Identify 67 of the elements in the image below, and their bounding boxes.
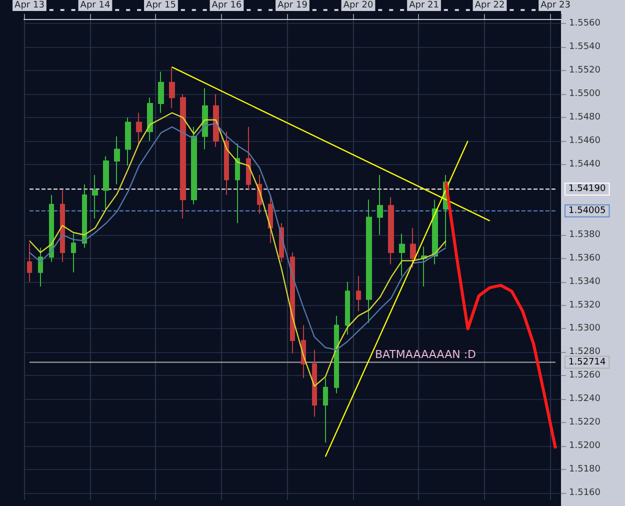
candlestick xyxy=(377,174,383,236)
x-tick-label: Apr 15 xyxy=(146,0,176,10)
ref-line-label: 1.52714 xyxy=(568,357,606,368)
y-tick-label: 1.5440 xyxy=(569,159,601,170)
candlestick xyxy=(82,184,87,248)
candlestick xyxy=(366,199,372,324)
line-series xyxy=(28,122,447,350)
candlestick xyxy=(345,281,350,336)
candlestick xyxy=(290,252,295,354)
candlestick xyxy=(246,126,251,191)
y-tick-label: 1.5200 xyxy=(569,441,601,452)
ref-line-label: 1.54005 xyxy=(568,206,606,216)
candlestick xyxy=(410,227,416,268)
candlestick xyxy=(334,315,339,394)
y-tick-label: 1.5360 xyxy=(569,253,601,264)
annotation: BATMAAAAAAN :D xyxy=(375,348,476,361)
candlestick xyxy=(92,174,98,219)
y-tick-label: 1.5380 xyxy=(569,230,601,240)
x-tick-label: Apr 23 xyxy=(540,0,570,10)
candlestick xyxy=(158,71,164,114)
y-tick-label: 1.5280 xyxy=(569,347,601,358)
x-tick-label: Apr 22 xyxy=(474,0,505,10)
x-tick-label: Apr 19 xyxy=(278,0,308,10)
y-tick-label: 1.5460 xyxy=(569,136,601,146)
candlestick xyxy=(312,349,317,418)
y-tick-label: 1.5520 xyxy=(569,66,601,76)
x-tick-label: Apr 21 xyxy=(409,0,439,10)
candlestick xyxy=(114,136,120,185)
y-tick-label: 1.5260 xyxy=(569,370,601,381)
candlestick xyxy=(103,156,109,210)
x-tick-label: Apr 20 xyxy=(343,0,374,10)
candlestick xyxy=(323,377,328,444)
candlestick xyxy=(136,112,142,144)
candlestick xyxy=(399,233,405,276)
y-tick-label: 1.5340 xyxy=(569,276,601,287)
candlestick xyxy=(191,126,197,205)
candlestick xyxy=(388,196,394,265)
ref-line-label: 1.54190 xyxy=(568,184,606,194)
y-tick-label: 1.5220 xyxy=(569,418,601,428)
y-tick-label: 1.5320 xyxy=(569,300,601,310)
x-tick-label: Apr 16 xyxy=(212,0,242,10)
y-tick-label: 1.5180 xyxy=(569,464,601,474)
candlestick xyxy=(268,194,273,244)
candlestick xyxy=(38,247,43,287)
candlestick xyxy=(71,233,76,273)
candlestick xyxy=(180,94,186,219)
candlestick xyxy=(224,131,229,196)
x-tick-label: Apr 13 xyxy=(14,0,44,10)
y-tick-label: 1.5240 xyxy=(569,394,601,404)
y-tick-label: 1.5300 xyxy=(569,324,601,334)
candlestick xyxy=(202,88,208,150)
candlestick xyxy=(356,275,361,312)
candlestick xyxy=(235,142,240,224)
x-tick-label: Apr 14 xyxy=(80,0,110,10)
candlestick xyxy=(421,246,427,287)
candlestick xyxy=(213,94,219,148)
candlestick xyxy=(125,117,131,166)
candlestick xyxy=(49,194,54,262)
y-tick-label: 1.5500 xyxy=(569,89,601,100)
candlestick xyxy=(169,66,175,109)
candlestick xyxy=(27,242,32,282)
candlestick xyxy=(60,190,65,262)
candlestick xyxy=(147,97,153,142)
y-tick-label: 1.5560 xyxy=(569,18,601,29)
y-tick-label: 1.5160 xyxy=(569,488,601,498)
y-tick-label: 1.5480 xyxy=(569,112,601,123)
y-tick-label: 1.5540 xyxy=(569,42,601,52)
